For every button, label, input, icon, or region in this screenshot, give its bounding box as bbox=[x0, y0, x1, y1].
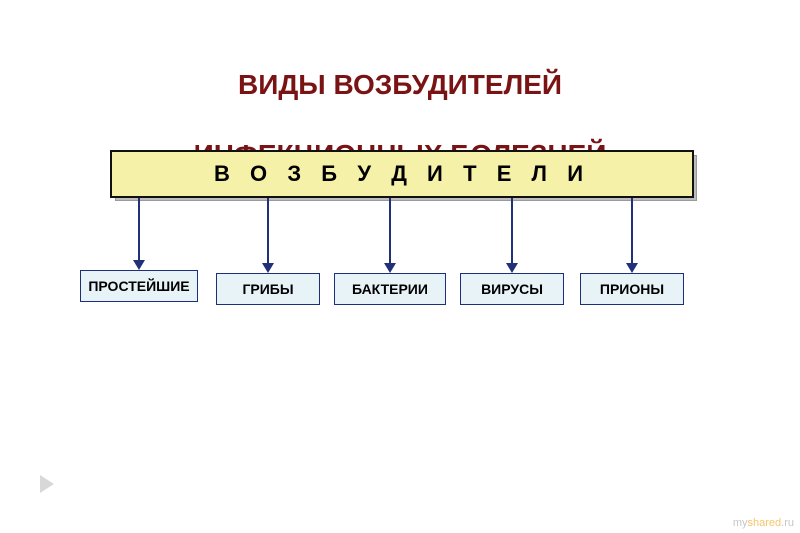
watermark: myshared.ru bbox=[733, 517, 794, 529]
connector-line bbox=[511, 198, 513, 263]
child-box: ПРИОНЫ bbox=[580, 273, 684, 305]
connector-arrowhead-icon bbox=[262, 263, 274, 273]
next-slide-triangle-icon[interactable] bbox=[40, 475, 54, 493]
child-box: БАКТЕРИИ bbox=[334, 273, 446, 305]
child-box: ГРИБЫ bbox=[216, 273, 320, 305]
title-line-1: ВИДЫ ВОЗБУДИТЕЛЕЙ bbox=[238, 69, 562, 100]
child-box: ВИРУСЫ bbox=[460, 273, 564, 305]
child-box-label: ГРИБЫ bbox=[242, 281, 293, 297]
connector-arrowhead-icon bbox=[133, 260, 145, 270]
watermark-pre: my bbox=[733, 517, 748, 529]
watermark-accent: shared bbox=[748, 517, 782, 529]
connector-line bbox=[631, 198, 633, 263]
connector-arrowhead-icon bbox=[626, 263, 638, 273]
connector-arrowhead-icon bbox=[506, 263, 518, 273]
connector-line bbox=[138, 198, 140, 260]
child-box-label: ПРОСТЕЙШИЕ bbox=[88, 278, 189, 294]
connector-line bbox=[267, 198, 269, 263]
child-box: ПРОСТЕЙШИЕ bbox=[80, 270, 198, 302]
parent-box: В О З Б У Д И Т Е Л И bbox=[110, 150, 694, 198]
parent-box-label: В О З Б У Д И Т Е Л И bbox=[214, 161, 590, 187]
child-box-label: БАКТЕРИИ bbox=[352, 281, 428, 297]
connector-line bbox=[389, 198, 391, 263]
child-box-label: ВИРУСЫ bbox=[481, 281, 543, 297]
child-box-label: ПРИОНЫ bbox=[600, 281, 664, 297]
connector-arrowhead-icon bbox=[384, 263, 396, 273]
watermark-post: .ru bbox=[781, 517, 794, 529]
